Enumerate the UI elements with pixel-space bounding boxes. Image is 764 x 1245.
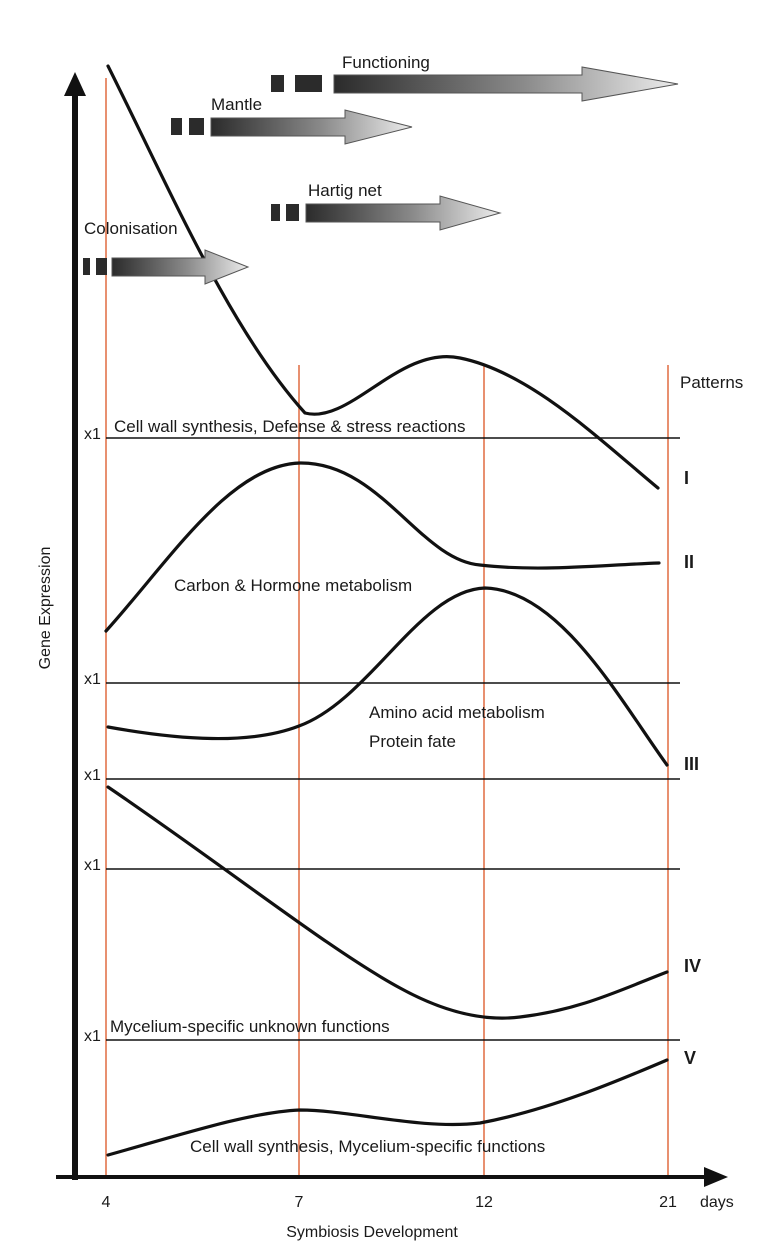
pattern-2-description: Carbon & Hormone metabolism xyxy=(174,576,412,595)
x-axis-arrowhead xyxy=(704,1167,728,1187)
stage-arrow-hartig-net: Hartig net xyxy=(271,181,502,231)
x-axis-title: Symbiosis Development xyxy=(286,1224,458,1241)
pattern-numeral-2: II xyxy=(684,552,694,572)
baseline-label-4: x1 xyxy=(84,857,101,874)
curve-pattern-4 xyxy=(106,785,669,1020)
x-tick-7: 7 xyxy=(295,1194,304,1211)
pattern-numeral-5: V xyxy=(684,1048,696,1068)
stage-arrow-mantle: Mantle xyxy=(171,95,413,145)
x-unit-label: days xyxy=(700,1194,734,1211)
x-tick-12: 12 xyxy=(475,1194,493,1211)
stage-label-functioning: Functioning xyxy=(342,53,430,72)
baseline-label-5: x1 xyxy=(84,1028,101,1045)
pattern-3-description-line2: Protein fate xyxy=(369,732,456,751)
y-axis-title: Gene Expression xyxy=(37,547,54,670)
stage-arrow-functioning: Functioning xyxy=(271,53,679,102)
curve-pattern-5 xyxy=(106,1058,669,1157)
stage-label-mantle: Mantle xyxy=(211,95,262,114)
stage-label-colonisation: Colonisation xyxy=(84,219,178,238)
stage-label-hartig-net: Hartig net xyxy=(308,181,382,200)
baseline-label-1: x1 xyxy=(84,426,101,443)
curve-pattern-1 xyxy=(106,64,660,490)
pattern-numeral-3: III xyxy=(684,754,699,774)
pattern-numeral-4: IV xyxy=(684,956,701,976)
pattern-3-description-line1: Amino acid metabolism xyxy=(369,703,545,722)
pattern-1-description: Cell wall synthesis, Defense & stress re… xyxy=(114,417,465,436)
baseline-label-2: x1 xyxy=(84,671,101,688)
x-tick-21: 21 xyxy=(659,1194,677,1211)
pattern-5-description: Mycelium-specific unknown functions xyxy=(110,1017,390,1036)
curve-pattern-2 xyxy=(104,461,661,633)
stage-arrow-colonisation: Colonisation xyxy=(83,219,250,285)
baseline-label-3: x1 xyxy=(84,767,101,784)
patterns-header: Patterns xyxy=(680,373,743,392)
pattern-numeral-1: I xyxy=(684,468,689,488)
curve-pattern-3 xyxy=(106,586,669,767)
y-axis-arrowhead xyxy=(64,72,86,96)
pattern-5-description-bottom: Cell wall synthesis, Mycelium-specific f… xyxy=(190,1137,545,1156)
x-tick-4: 4 xyxy=(102,1194,111,1211)
